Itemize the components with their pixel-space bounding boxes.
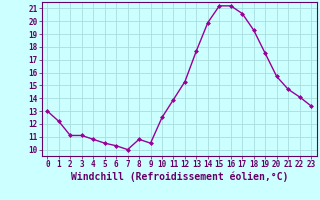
X-axis label: Windchill (Refroidissement éolien,°C): Windchill (Refroidissement éolien,°C) xyxy=(70,172,288,182)
